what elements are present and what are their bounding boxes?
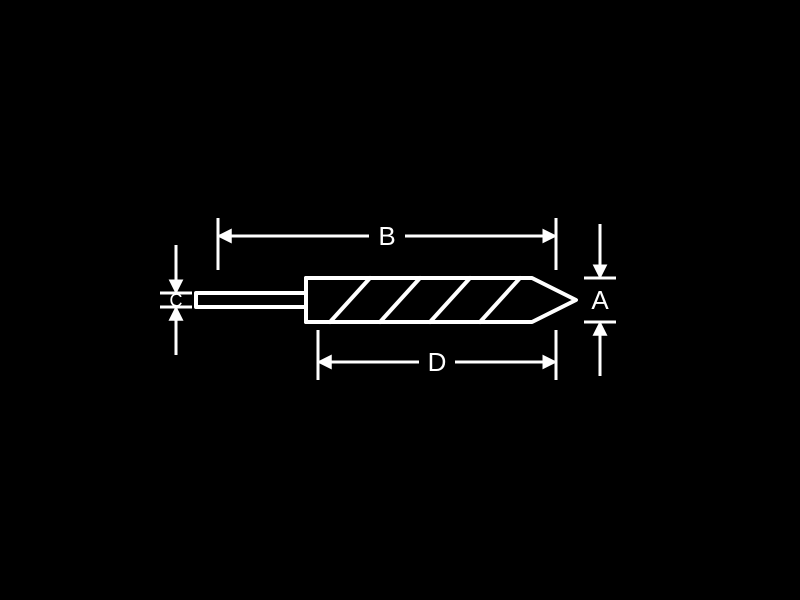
dimension-b-label: B <box>378 221 395 251</box>
dimension-d: D <box>318 330 556 380</box>
dimension-a-label: A <box>591 285 609 315</box>
drill-flute-0 <box>330 278 370 322</box>
drill-shank <box>196 293 306 307</box>
dimension-d-label: D <box>428 347 447 377</box>
dimension-c: C <box>160 245 192 355</box>
drill-flute-2 <box>430 278 470 322</box>
drill-flute-1 <box>380 278 420 322</box>
drill-bit <box>196 278 576 322</box>
dimension-b: B <box>218 218 556 270</box>
drill-body <box>306 278 576 322</box>
dimension-a: A <box>584 224 616 376</box>
dimension-c-label: C <box>170 290 183 310</box>
drill-flute-3 <box>480 278 520 322</box>
